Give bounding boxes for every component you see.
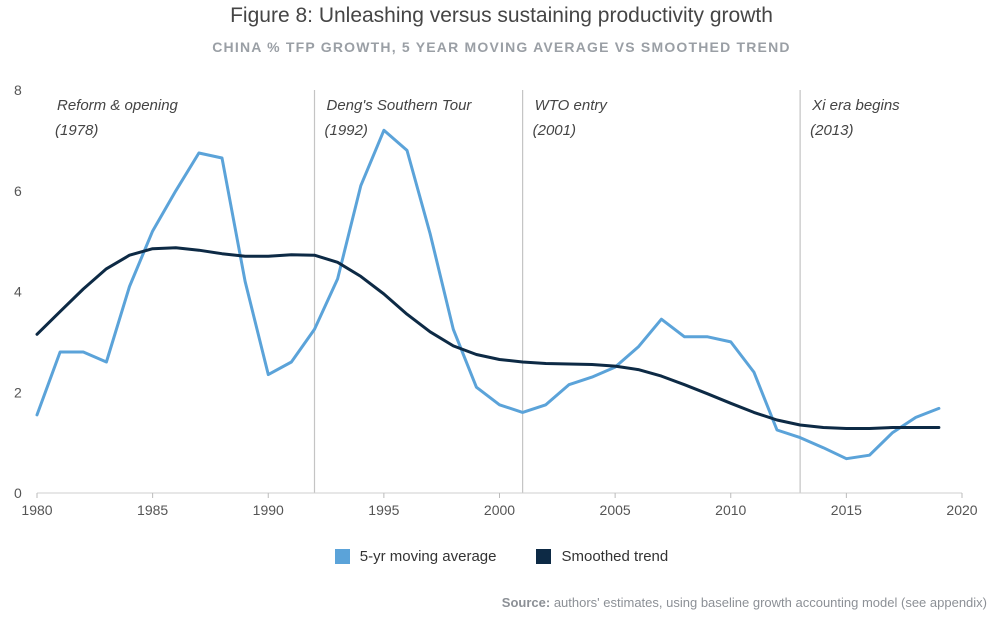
- annotation-year: (1992): [325, 122, 368, 139]
- x-tick-label: 2000: [484, 502, 515, 518]
- legend-label-moving-average: 5-yr moving average: [359, 548, 497, 565]
- x-tick-label: 2010: [715, 502, 746, 518]
- x-tick-label: 1980: [21, 502, 52, 518]
- x-tick-label: 1995: [368, 502, 399, 518]
- legend-item-smoothed-trend: Smoothed trend: [536, 548, 668, 565]
- legend-label-smoothed-trend: Smoothed trend: [561, 548, 669, 565]
- annotation-year: (2001): [533, 122, 576, 139]
- x-tick-label: 2005: [600, 502, 631, 518]
- annotation-label: Reform & opening: [57, 97, 179, 114]
- annotation-label: WTO entry: [535, 97, 609, 114]
- source-text: authors' estimates, using baseline growt…: [550, 595, 987, 610]
- legend-swatch-smoothed-trend: [536, 549, 552, 564]
- series-line-smoothed-trend: [35, 246, 941, 430]
- y-tick-label: 8: [14, 82, 22, 98]
- y-tick-label: 4: [14, 284, 22, 300]
- annotation-year: (2013): [810, 122, 853, 139]
- x-tick-label: 1990: [253, 502, 284, 518]
- y-tick-label: 6: [14, 183, 22, 199]
- y-tick-label: 0: [14, 485, 22, 501]
- y-tick-label: 2: [14, 384, 22, 400]
- annotation-year: (1978): [55, 122, 98, 139]
- annotation-label: Xi era begins: [811, 97, 900, 114]
- annotation-label: Deng's Southern Tour: [327, 97, 473, 114]
- legend-item-moving-average: 5-yr moving average: [334, 548, 497, 565]
- chart-title: Figure 8: Unleashing versus sustaining p…: [230, 4, 773, 27]
- source-label: Source:: [501, 595, 551, 610]
- source-note: Source: authors' estimates, using baseli…: [502, 595, 987, 610]
- x-tick-label: 2015: [831, 502, 862, 518]
- chart-legend: 5-yr moving average Smoothed trend: [0, 548, 1003, 565]
- legend-swatch-moving-average: [334, 549, 350, 564]
- series-line-moving-average: [35, 128, 941, 461]
- x-tick-label: 2020: [946, 502, 977, 518]
- chart-subtitle: CHINA % TFP GROWTH, 5 YEAR MOVING AVERAG…: [212, 39, 791, 55]
- x-tick-label: 1985: [137, 502, 168, 518]
